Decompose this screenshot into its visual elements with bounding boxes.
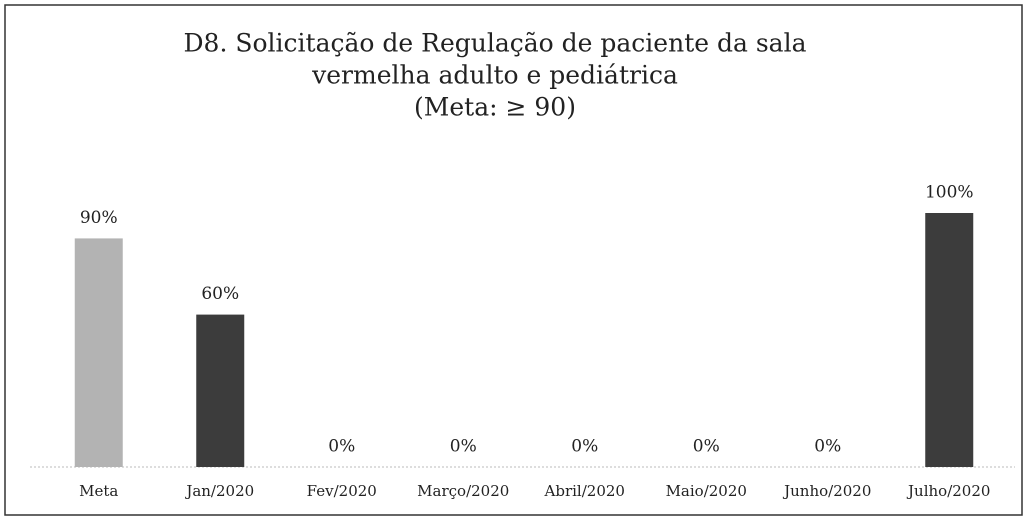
value-label: 100% [925,183,974,203]
chart-title: (Meta: ≥ 90) [414,93,576,122]
chart-title: vermelha adulto e pediátrica [311,61,678,90]
value-label: 0% [450,437,477,457]
chart-title: D8. Solicitação de Regulação de paciente… [184,29,807,58]
x-tick-label: Março/2020 [417,482,509,500]
value-label: 60% [201,284,239,304]
value-label: 0% [814,437,841,457]
x-tick-label: Jan/2020 [184,482,254,500]
x-tick-label: Meta [79,482,118,500]
x-tick-label: Fev/2020 [307,482,377,500]
value-label: 0% [328,437,355,457]
x-tick-label: Abril/2020 [544,482,625,500]
bar [74,238,123,467]
value-label: 90% [80,208,118,228]
x-tick-label: Maio/2020 [666,482,747,500]
value-label: 0% [693,437,720,457]
value-label: 0% [571,437,598,457]
x-tick-label: Julho/2020 [906,482,990,500]
bar [925,213,974,467]
bar [196,314,245,467]
chart-border [4,4,1023,516]
x-tick-label: Junho/2020 [782,482,871,500]
